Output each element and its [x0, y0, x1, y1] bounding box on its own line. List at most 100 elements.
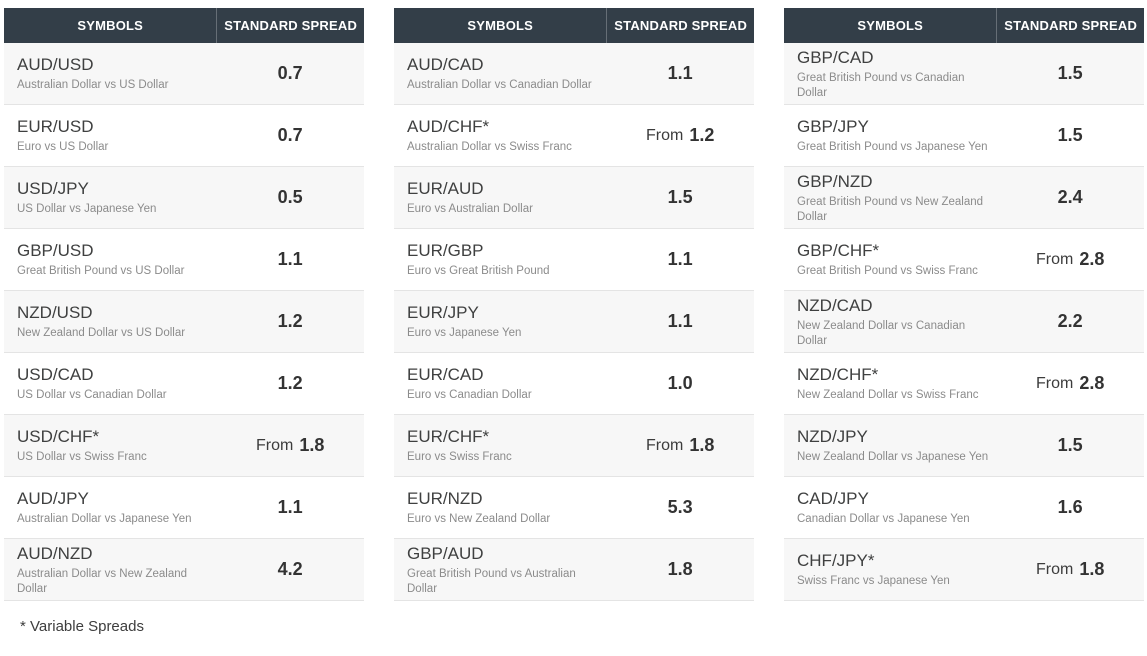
spread-value: 2.8: [1079, 373, 1105, 393]
symbol-cell: CHF/JPY* Swiss Franc vs Japanese Yen: [784, 539, 996, 600]
symbol-description: Great British Pound vs US Dollar: [17, 265, 185, 277]
symbol-cell: AUD/JPY Australian Dollar vs Japanese Yen: [4, 477, 216, 538]
symbol-label: USD/CAD: [17, 365, 94, 384]
symbol-label: NZD/JPY: [797, 427, 868, 446]
spread-value-cell: 4.2: [216, 539, 364, 600]
table-row: GBP/CAD Great British Pound vs Canadian D…: [784, 43, 1144, 105]
symbol-description: Australian Dollar vs Canadian Dollar: [407, 79, 592, 91]
table-body: GBP/CAD Great British Pound vs Canadian D…: [784, 43, 1144, 601]
spread-tables-container: SYMBOLS STANDARD SPREAD AUD/USD Australian …: [4, 8, 1144, 601]
symbol-label: AUD/JPY: [17, 489, 89, 508]
symbol-description: Euro vs US Dollar: [17, 141, 109, 153]
symbol-label: GBP/NZD: [797, 171, 873, 191]
spread-value: 1.8: [299, 435, 325, 455]
symbol-label: GBP/CAD: [797, 47, 874, 67]
spread-value-prefix: From: [256, 436, 294, 454]
symbol-cell: USD/JPY US Dollar vs Japanese Yen: [4, 167, 216, 228]
spread-value: 1.8: [689, 435, 715, 455]
table-row: EUR/CAD Euro vs Canadian Dollar 1.0: [394, 353, 754, 415]
spread-value: 4.2: [277, 559, 303, 579]
table-body: AUD/CAD Australian Dollar vs Canadian Dol…: [394, 43, 754, 601]
spread-value-cell: From 1.2: [606, 105, 754, 166]
spread-value-cell: 1.1: [606, 43, 754, 104]
symbol-cell: AUD/NZD Australian Dollar vs New Zealand …: [4, 539, 216, 600]
table-row: GBP/JPY Great British Pound vs Japanese Y…: [784, 105, 1144, 167]
spread-value: 2.4: [1057, 187, 1083, 207]
symbol-description: Euro vs Canadian Dollar: [407, 389, 532, 401]
spread-value-cell: 1.1: [606, 229, 754, 290]
symbol-label: AUD/CAD: [407, 55, 484, 74]
spread-value-cell: 1.5: [996, 105, 1144, 166]
table-row: NZD/CHF* New Zealand Dollar vs Swiss Fran…: [784, 353, 1144, 415]
symbol-description: Australian Dollar vs Swiss Franc: [407, 141, 572, 153]
symbol-description: New Zealand Dollar vs US Dollar: [17, 327, 186, 339]
standard-spread-column-header: STANDARD SPREAD: [216, 8, 364, 43]
symbol-description: Great British Pound vs Australian Dollar: [407, 567, 576, 595]
symbol-cell: EUR/NZD Euro vs New Zealand Dollar: [394, 477, 606, 538]
spread-value-cell: 1.5: [996, 415, 1144, 476]
spread-value-cell: 1.6: [996, 477, 1144, 538]
spread-value: 2.2: [1057, 311, 1083, 331]
symbol-cell: EUR/USD Euro vs US Dollar: [4, 105, 216, 166]
spread-value: 1.5: [1057, 435, 1083, 455]
spread-value: 1.1: [277, 497, 303, 517]
table-row: GBP/NZD Great British Pound vs New Zealan…: [784, 167, 1144, 229]
symbol-description: Australian Dollar vs New Zealand Dollar: [17, 567, 188, 595]
table-row: EUR/GBP Euro vs Great British Pound 1.1: [394, 229, 754, 291]
table-row: CAD/JPY Canadian Dollar vs Japanese Yen 1.…: [784, 477, 1144, 539]
spread-value: 0.7: [277, 125, 303, 145]
symbol-description: US Dollar vs Japanese Yen: [17, 203, 157, 215]
symbol-cell: USD/CHF* US Dollar vs Swiss Franc: [4, 415, 216, 476]
symbol-description: US Dollar vs Swiss Franc: [17, 451, 147, 463]
spread-value: 1.5: [1057, 125, 1083, 145]
table-row: AUD/NZD Australian Dollar vs New Zealand …: [4, 539, 364, 601]
spread-value-cell: 0.7: [216, 43, 364, 104]
spread-value-prefix: From: [1036, 250, 1074, 268]
symbol-label: EUR/AUD: [407, 179, 484, 198]
symbol-label: CHF/JPY*: [797, 551, 875, 570]
symbol-cell: NZD/USD New Zealand Dollar vs US Dollar: [4, 291, 216, 352]
symbol-cell: GBP/CHF* Great British Pound vs Swiss Fra…: [784, 229, 996, 290]
spread-value-cell: From 2.8: [996, 353, 1144, 414]
symbol-description: Great British Pound vs Japanese Yen: [797, 141, 988, 153]
symbol-cell: AUD/CAD Australian Dollar vs Canadian Dol…: [394, 43, 606, 104]
symbol-label: EUR/CAD: [407, 365, 484, 384]
symbol-label: EUR/GBP: [407, 241, 484, 260]
spread-value-cell: 1.5: [606, 167, 754, 228]
symbol-label: NZD/CAD: [797, 295, 873, 315]
spread-table: SYMBOLS STANDARD SPREAD AUD/USD Australian …: [4, 8, 364, 601]
symbol-label: GBP/USD: [17, 241, 94, 260]
symbol-cell: EUR/GBP Euro vs Great British Pound: [394, 229, 606, 290]
symbol-label: CAD/JPY: [797, 489, 869, 508]
symbol-cell: USD/CAD US Dollar vs Canadian Dollar: [4, 353, 216, 414]
table-row: CHF/JPY* Swiss Franc vs Japanese Yen From 1…: [784, 539, 1144, 601]
table-body: AUD/USD Australian Dollar vs US Dollar 0.7…: [4, 43, 364, 601]
symbol-cell: NZD/CHF* New Zealand Dollar vs Swiss Fran…: [784, 353, 996, 414]
symbols-column-header: SYMBOLS: [77, 18, 144, 33]
table-row: AUD/USD Australian Dollar vs US Dollar 0.7: [4, 43, 364, 105]
variable-spreads-footnote: * Variable Spreads: [20, 618, 144, 635]
symbol-description: Swiss Franc vs Japanese Yen: [797, 575, 950, 587]
spread-value-prefix: From: [1036, 374, 1074, 392]
spread-value-cell: 2.2: [996, 291, 1144, 352]
symbol-cell: GBP/AUD Great British Pound vs Australian…: [394, 539, 606, 600]
spread-table: SYMBOLS STANDARD SPREAD GBP/CAD Great Briti…: [784, 8, 1144, 601]
spread-value-cell: 2.4: [996, 167, 1144, 228]
symbol-label: NZD/CHF*: [797, 365, 879, 384]
symbol-cell: NZD/JPY New Zealand Dollar vs Japanese Ye…: [784, 415, 996, 476]
standard-spread-column-header: STANDARD SPREAD: [996, 8, 1144, 43]
spread-value-prefix: From: [646, 436, 684, 454]
spread-value: 1.2: [277, 311, 303, 331]
spread-value-cell: 1.1: [216, 477, 364, 538]
spread-table: SYMBOLS STANDARD SPREAD AUD/CAD Australian …: [394, 8, 754, 601]
symbol-description: Australian Dollar vs US Dollar: [17, 79, 169, 91]
spread-value: 1.1: [667, 311, 693, 331]
symbol-cell: NZD/CAD New Zealand Dollar vs Canadian Do…: [784, 291, 996, 352]
symbol-label: GBP/CHF*: [797, 241, 880, 260]
symbol-label: AUD/NZD: [17, 543, 93, 563]
symbol-cell: EUR/AUD Euro vs Australian Dollar: [394, 167, 606, 228]
table-row: EUR/USD Euro vs US Dollar 0.7: [4, 105, 364, 167]
symbol-description: Euro vs Swiss Franc: [407, 451, 512, 463]
symbol-description: Euro vs Australian Dollar: [407, 203, 533, 215]
symbol-cell: GBP/CAD Great British Pound vs Canadian D…: [784, 43, 996, 104]
